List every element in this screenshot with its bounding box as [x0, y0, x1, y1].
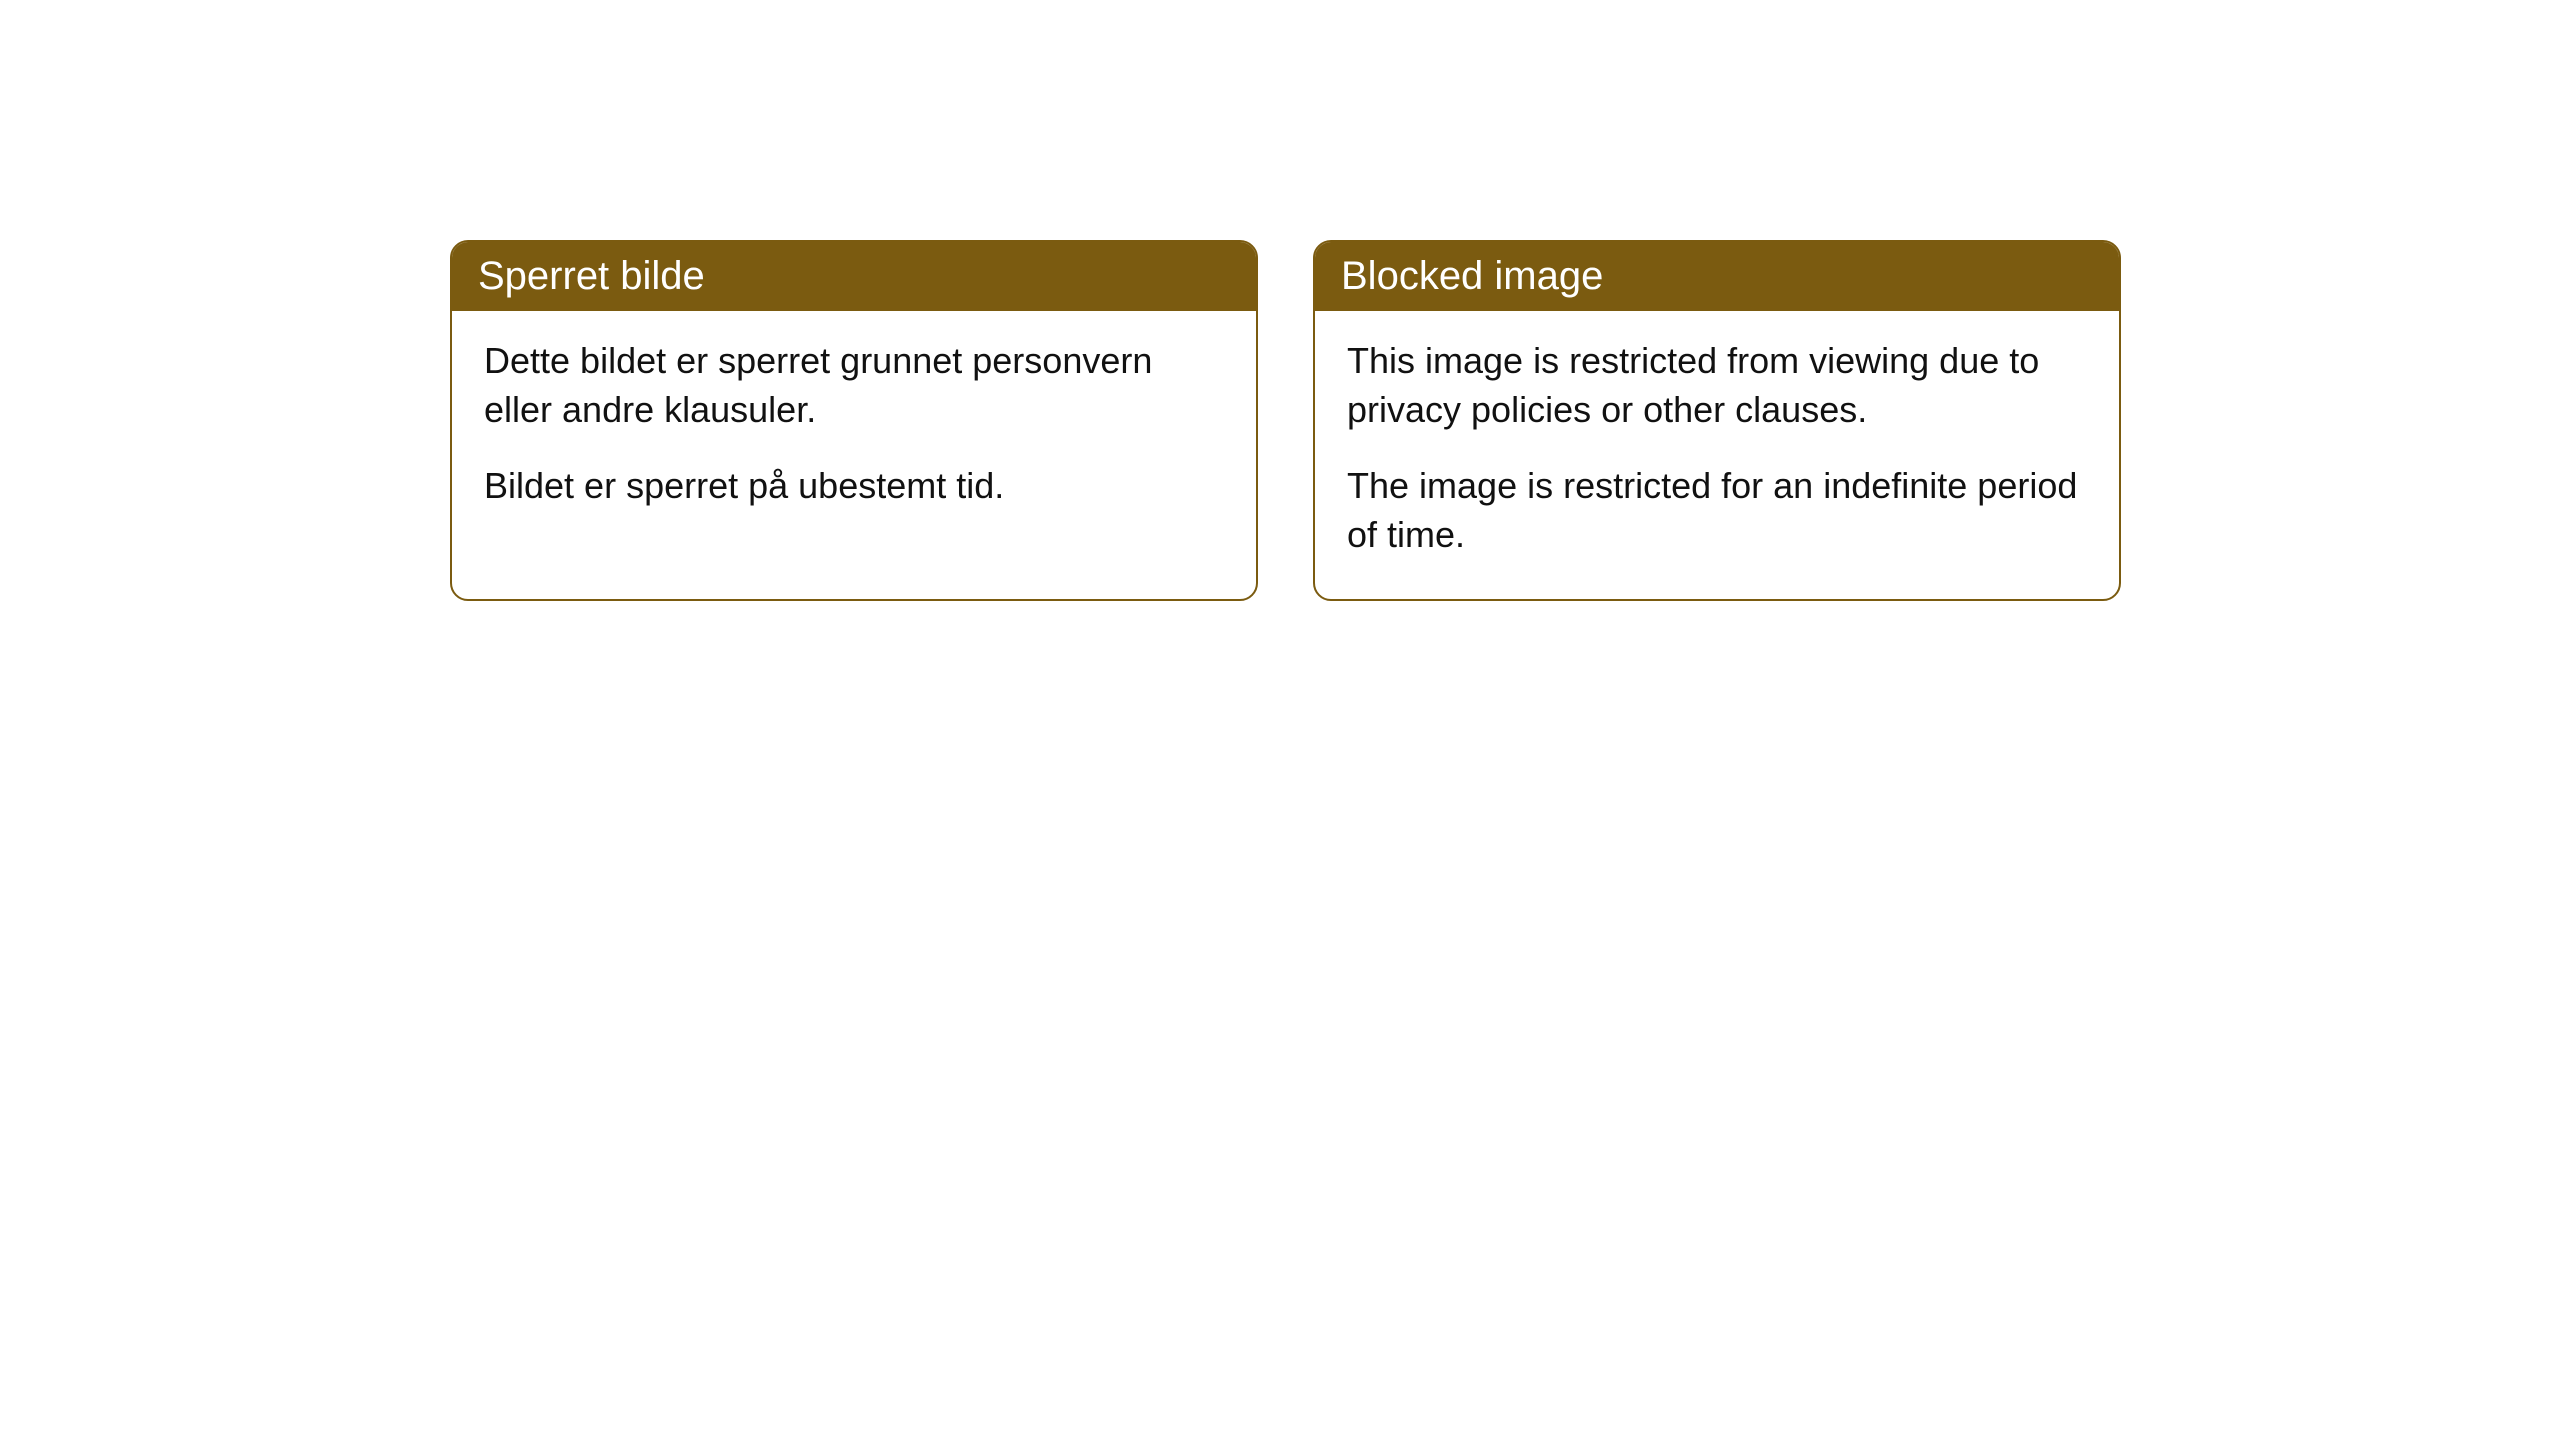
notice-paragraph: This image is restricted from viewing du…	[1347, 337, 2087, 434]
notice-paragraph: The image is restricted for an indefinit…	[1347, 462, 2087, 559]
notice-card-header: Sperret bilde	[452, 242, 1256, 311]
notice-card-header: Blocked image	[1315, 242, 2119, 311]
notice-card-norwegian: Sperret bilde Dette bildet er sperret gr…	[450, 240, 1258, 601]
notice-card-body: Dette bildet er sperret grunnet personve…	[452, 311, 1256, 551]
notice-paragraph: Bildet er sperret på ubestemt tid.	[484, 462, 1224, 511]
notice-card-english: Blocked image This image is restricted f…	[1313, 240, 2121, 601]
notice-container: Sperret bilde Dette bildet er sperret gr…	[450, 240, 2121, 601]
notice-paragraph: Dette bildet er sperret grunnet personve…	[484, 337, 1224, 434]
notice-card-body: This image is restricted from viewing du…	[1315, 311, 2119, 599]
